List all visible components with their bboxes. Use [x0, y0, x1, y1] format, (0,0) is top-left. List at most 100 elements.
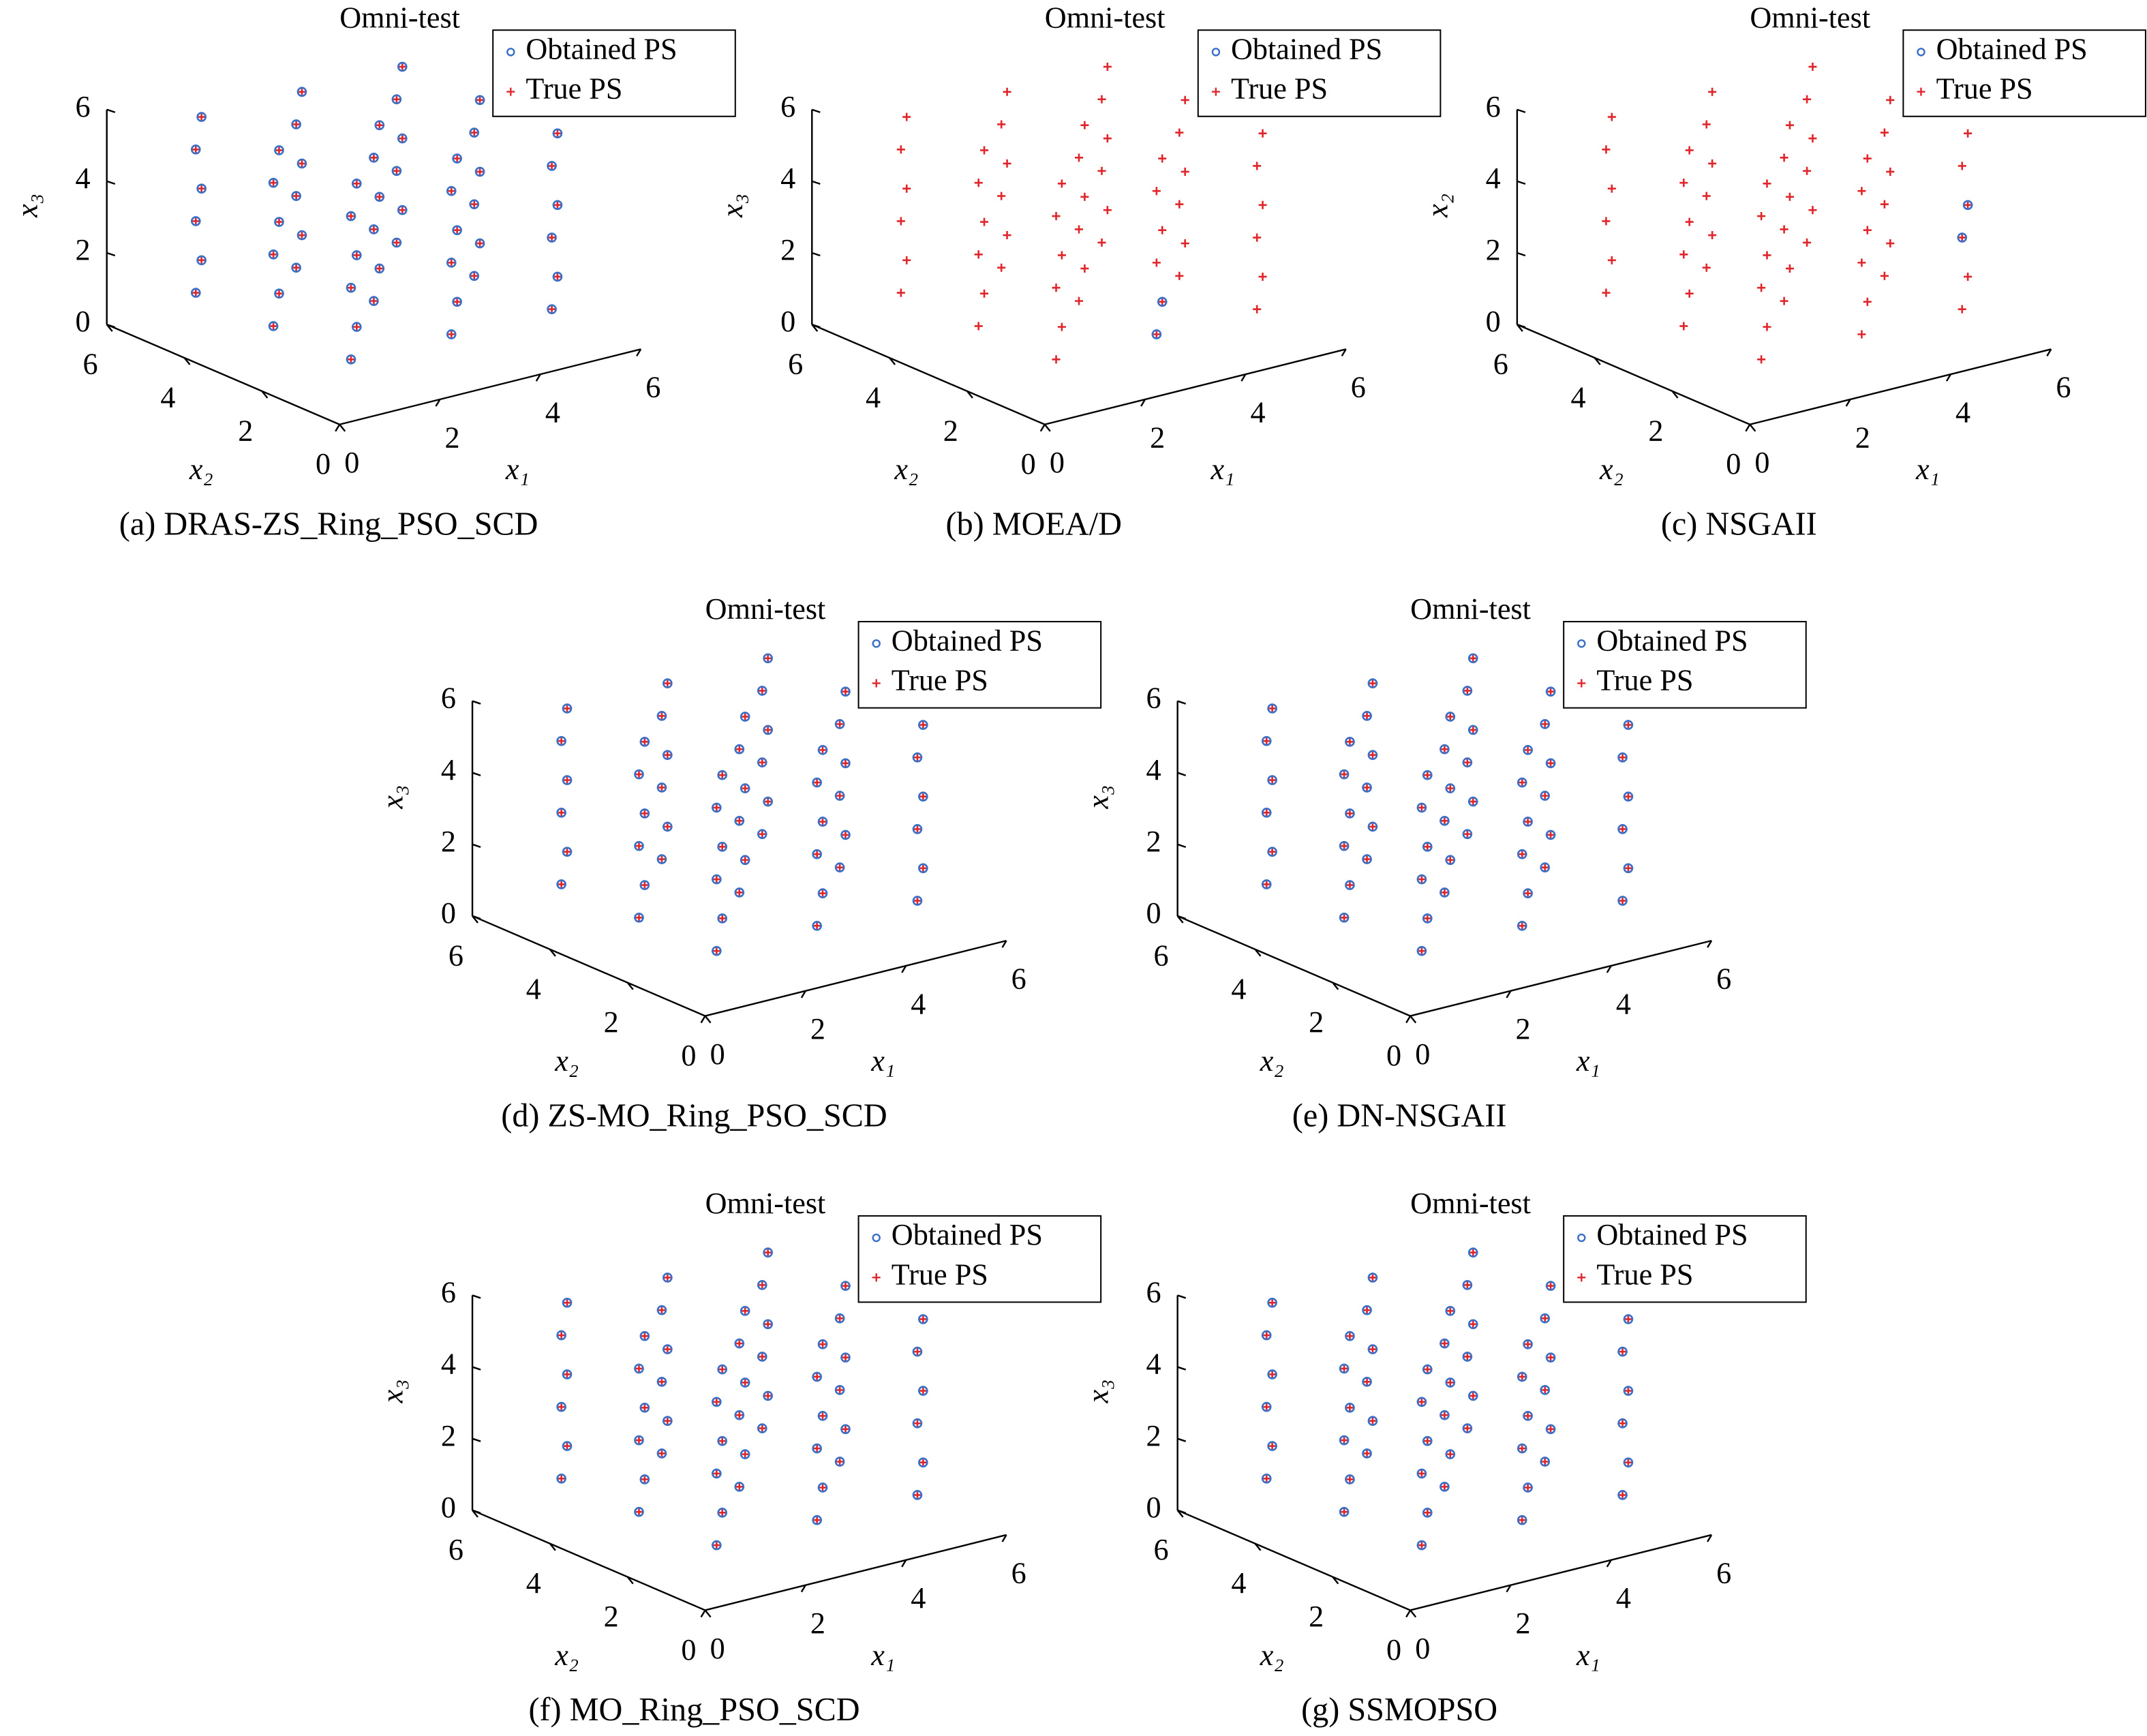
obtained-point [1523, 888, 1533, 898]
obtained-point [452, 225, 462, 235]
true-point [1463, 758, 1472, 767]
obtained-point [918, 1314, 928, 1324]
true-point [1518, 1372, 1527, 1381]
true-point [1863, 226, 1872, 234]
x1-tick [435, 399, 441, 407]
true-point [919, 792, 928, 801]
obtained-point [1422, 1507, 1433, 1518]
legend-marker [872, 639, 881, 648]
true-point [841, 1425, 850, 1433]
x1-tick [1001, 940, 1007, 948]
obtained-point [834, 719, 845, 729]
true-point [1362, 1377, 1371, 1386]
chart-title: Omni-test [705, 1187, 826, 1220]
true-point [1097, 95, 1106, 104]
true-point [836, 1457, 844, 1466]
x3-tick [472, 843, 481, 848]
x2-tick-label: 2 [1309, 1005, 1324, 1039]
true-point [192, 217, 200, 226]
x3-tick [472, 1437, 481, 1442]
true-point [292, 192, 301, 200]
true-point [470, 128, 478, 137]
x3-label: x₃ [376, 1380, 410, 1404]
true-point [1523, 1483, 1532, 1492]
true-point [1158, 154, 1167, 163]
true-point [275, 217, 284, 226]
x1-tick-label: 4 [911, 1581, 926, 1615]
true-point [1152, 330, 1161, 339]
obtained-point [717, 1507, 728, 1518]
x2-tick [549, 1542, 556, 1551]
true-point [1003, 231, 1011, 240]
true-point [192, 288, 200, 297]
true-point [1880, 271, 1889, 280]
x1-tick-label: 4 [1955, 396, 1970, 429]
true-point [1857, 330, 1866, 339]
obtained-point [912, 896, 923, 906]
true-point [269, 322, 278, 331]
legend-label: Obtained PS [1936, 32, 2088, 65]
true-point [718, 1365, 727, 1374]
true-point [1540, 863, 1549, 872]
true-point [1340, 1436, 1349, 1445]
x2-tick [183, 357, 191, 365]
x1-tick [1707, 940, 1713, 948]
x1-tick-label: 0 [1754, 446, 1769, 479]
true-point [1080, 121, 1089, 130]
x1-tick-label: 2 [1855, 421, 1870, 454]
obtained-point [1540, 719, 1551, 729]
x1-axis [1410, 939, 1712, 1017]
obtained-point [552, 271, 563, 282]
obtained-point [547, 304, 557, 315]
x3-label: x₃ [376, 785, 410, 810]
obtained-point [446, 258, 457, 268]
true-point [1175, 128, 1184, 137]
x2-tick-label: 0 [681, 1633, 696, 1666]
chart-title: Omni-test [1750, 1, 1870, 34]
obtained-point [656, 710, 667, 721]
true-point [919, 1458, 928, 1467]
true-point [1469, 1320, 1478, 1328]
figure-body: 0 2 4 6 0 2 4 6 0 2 4 6 x₁ x₂ x₃ Obtained PS True PS Omni… [10, 1, 2146, 1728]
true-point [896, 217, 905, 226]
obtained-point [1540, 1457, 1551, 1467]
x3-tick [472, 915, 481, 920]
legend-marker [872, 679, 881, 688]
true-point [1469, 797, 1478, 806]
x1-tick [1606, 1559, 1612, 1568]
x1-tick-label: 6 [645, 371, 660, 404]
x2-tick [261, 391, 269, 399]
legend-box [492, 29, 736, 117]
true-point [635, 770, 643, 779]
true-point [1345, 1332, 1354, 1341]
obtained-point [1545, 1352, 1556, 1362]
x3-tick [106, 323, 116, 329]
x1-tick [901, 1559, 907, 1568]
obtained-point [840, 829, 851, 840]
obtained-point [1545, 829, 1556, 840]
x2-tick-label: 4 [1571, 380, 1586, 414]
true-point [663, 679, 672, 688]
obtained-point [1623, 1386, 1634, 1396]
true-point [346, 212, 355, 221]
true-point [557, 1330, 566, 1340]
true-point [1763, 322, 1771, 331]
obtained-point [562, 1297, 573, 1308]
x1-tick-label: 4 [545, 396, 560, 429]
x1-label: x₁ [1576, 1044, 1600, 1078]
x3-tick-label: 6 [1486, 90, 1501, 123]
true-point [1463, 829, 1472, 838]
true-point [718, 842, 727, 851]
true-point [640, 1403, 649, 1412]
obtained-point [1345, 1330, 1355, 1341]
caption: (b) MOEA/D [946, 506, 1122, 542]
x3-tick-label: 0 [1486, 305, 1501, 338]
true-point [1518, 850, 1527, 859]
true-point [1679, 322, 1688, 331]
true-point [741, 1307, 750, 1315]
x1-tick [1341, 348, 1347, 356]
true-point [1368, 1345, 1377, 1354]
obtained-point [740, 783, 750, 793]
x3-tick-label: 2 [780, 233, 795, 267]
obtained-point [391, 166, 402, 177]
